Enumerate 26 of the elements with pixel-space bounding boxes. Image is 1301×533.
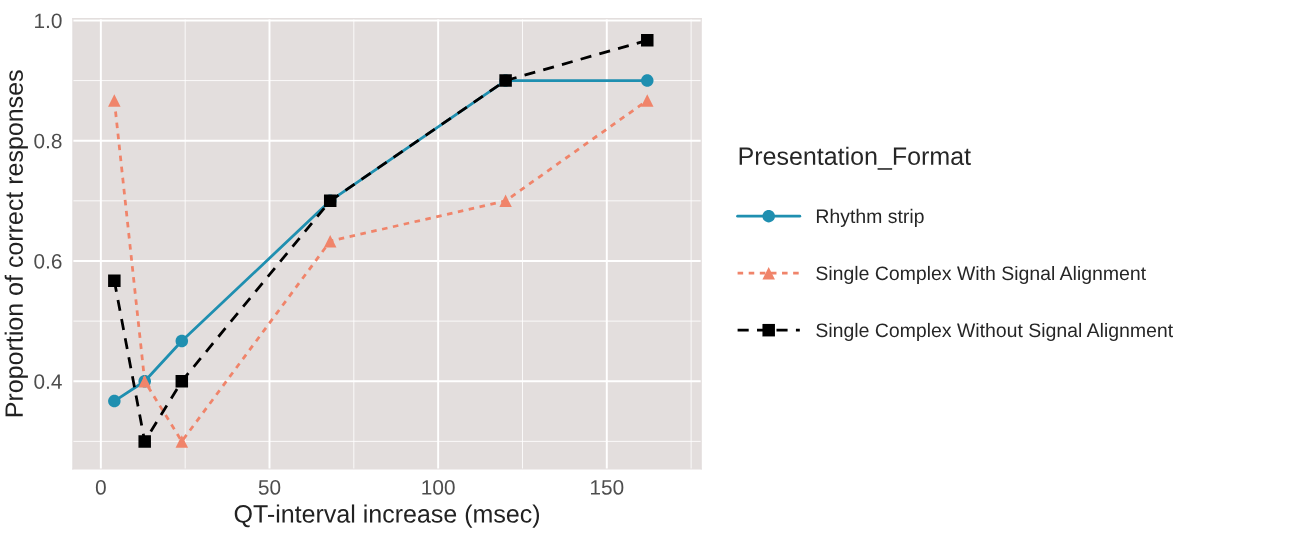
point <box>175 334 189 348</box>
y-tick-label: 1.0 <box>35 13 62 29</box>
legend-label: Single Complex Without Signal Alignment <box>816 322 1173 342</box>
x-axis-title: QT-interval increase (msec) <box>234 504 540 528</box>
point <box>641 94 654 107</box>
point <box>499 194 512 208</box>
x-tick-label: 150 <box>591 480 624 495</box>
legend-label: Rhythm strip <box>816 208 924 227</box>
y-tick-label: 0.8 <box>34 133 62 149</box>
point <box>175 435 189 448</box>
legend-title: Presentation_Format <box>739 146 971 170</box>
x-tick-label: 50 <box>258 480 281 495</box>
point <box>108 274 121 288</box>
point <box>108 394 121 408</box>
y-axis-title: Proportion of correct responses <box>4 70 28 417</box>
point <box>641 74 654 87</box>
point <box>108 94 121 107</box>
x-tick-label: 0 <box>95 480 106 495</box>
point <box>175 375 189 388</box>
legend-label: Single Complex With Signal Alignment <box>816 265 1146 285</box>
point <box>138 435 151 448</box>
y-tick-label: 0.4 <box>34 374 62 389</box>
y-tick-label: 0.6 <box>34 253 62 269</box>
point <box>641 34 654 47</box>
x-tick-label: 100 <box>422 480 455 495</box>
point <box>323 234 337 248</box>
